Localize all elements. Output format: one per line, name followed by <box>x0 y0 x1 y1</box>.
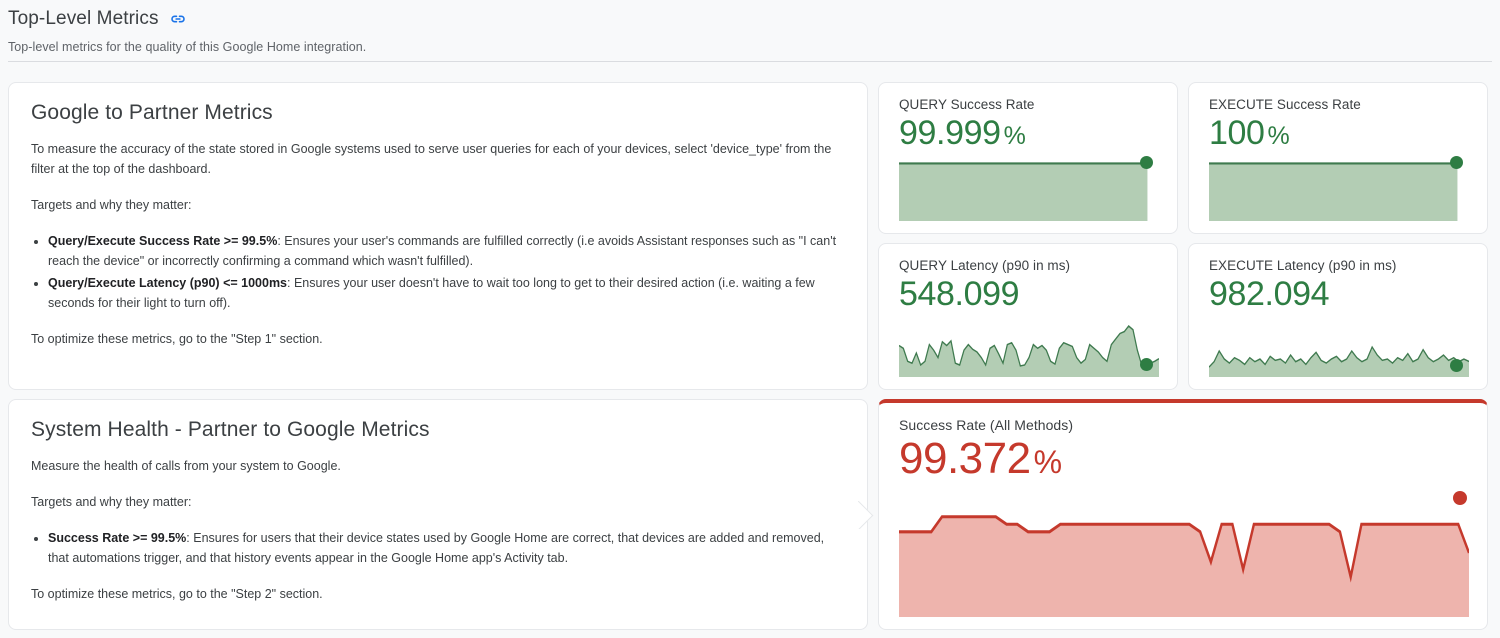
sparkline-query-latency <box>899 318 1159 377</box>
card-system-health-partner-to-google-metrics: System Health - Partner to Google Metric… <box>8 399 868 630</box>
sparkline-latest-dot <box>1450 156 1463 170</box>
sparkline-latest-dot <box>1140 358 1153 371</box>
bullet-rest: : Ensures your user doesn't have to wait… <box>48 276 815 310</box>
status-badge: Success Rate (All Methods) <box>899 417 1074 433</box>
metric-value: 548.099 <box>899 276 1159 312</box>
metric-tile-query-latency[interactable]: QUERY Latency (p90 in ms) 548.099 <box>878 243 1178 390</box>
sparkline-svg <box>899 514 1469 617</box>
list-item: Success Rate >= 99.5%: Ensures for users… <box>48 528 845 568</box>
metric-value: 982.094 <box>1209 276 1469 312</box>
sparkline-svg <box>899 162 1148 221</box>
page-header: Top-Level Metrics Top-level metrics for … <box>0 0 1500 66</box>
metric-number: 548.099 <box>899 275 1020 313</box>
bullet-rest: : Ensures your user's commands are fulfi… <box>48 234 837 268</box>
sparkline-query-success <box>899 156 1159 221</box>
card-title: Google to Partner Metrics <box>31 101 273 124</box>
card-bullet-list: Query/Execute Success Rate >= 99.5%: Ens… <box>31 231 845 313</box>
sparkline-execute-latency <box>1209 318 1469 377</box>
sparkline-series <box>899 325 1159 377</box>
header-divider <box>8 61 1492 62</box>
metric-number: 100 <box>1209 114 1265 152</box>
metric-tile-execute-latency[interactable]: EXECUTE Latency (p90 in ms) 982.094 <box>1188 243 1488 390</box>
metric-value: 99.372% <box>899 434 1469 483</box>
sparkline-series <box>1209 345 1469 377</box>
sparkline-area <box>1209 163 1458 221</box>
metric-number: 99.372 <box>899 434 1031 483</box>
card-intro-text: Measure the health of calls from your sy… <box>31 459 341 473</box>
sparkline-latest-dot <box>1450 359 1463 372</box>
sparkline-svg <box>1209 162 1458 221</box>
link-icon[interactable] <box>169 10 187 28</box>
status-badge: QUERY Success Rate <box>899 97 1035 112</box>
sparkline-latest-dot <box>1140 156 1153 170</box>
sparkline-svg <box>1209 345 1469 377</box>
metric-unit: % <box>1033 444 1063 480</box>
metric-tile-query-success-rate[interactable]: QUERY Success Rate 99.999% <box>878 82 1178 234</box>
card-targets-label: Targets and why they matter: <box>31 495 192 509</box>
card-footer-text: To optimize these metrics, go to the "St… <box>31 587 323 601</box>
card-intro-text: To measure the accuracy of the state sto… <box>31 142 832 176</box>
card-title: System Health - Partner to Google Metric… <box>31 418 430 441</box>
metric-unit: % <box>1003 122 1026 150</box>
status-badge: EXECUTE Latency (p90 in ms) <box>1209 258 1397 273</box>
card-footer-text: To optimize these metrics, go to the "St… <box>31 332 323 346</box>
status-badge: EXECUTE Success Rate <box>1209 97 1361 112</box>
metric-tile-execute-success-rate[interactable]: EXECUTE Success Rate 100% <box>1188 82 1488 234</box>
card-targets-label: Targets and why they matter: <box>31 198 192 212</box>
header-title-row: Top-Level Metrics <box>8 4 1488 34</box>
metric-unit: % <box>1267 122 1290 150</box>
callout-pointer <box>858 501 878 529</box>
metric-value: 99.999% <box>899 115 1159 151</box>
card-bullet-list: Success Rate >= 99.5%: Ensures for users… <box>31 528 845 568</box>
status-badge: QUERY Latency (p90 in ms) <box>899 258 1071 273</box>
sparkline-series <box>899 514 1469 617</box>
sparkline-latest-dot <box>1453 490 1467 505</box>
metric-number: 982.094 <box>1209 275 1330 313</box>
bullet-lead: Success Rate >= 99.5% <box>48 531 187 545</box>
bullet-lead: Query/Execute Success Rate >= 99.5% <box>48 234 278 248</box>
sparkline-svg <box>899 325 1159 377</box>
sparkline-area <box>899 163 1148 221</box>
bullet-rest: : Ensures for users that their device st… <box>48 531 825 565</box>
sparkline-success-all <box>899 489 1469 617</box>
list-item: Query/Execute Success Rate >= 99.5%: Ens… <box>48 231 845 271</box>
metric-number: 99.999 <box>899 114 1001 152</box>
card-google-to-partner-metrics: Google to Partner Metrics To measure the… <box>8 82 868 390</box>
metric-tile-success-rate-all-methods[interactable]: Success Rate (All Methods) 99.372% <box>878 399 1488 630</box>
page-title: Top-Level Metrics <box>8 8 159 29</box>
list-item: Query/Execute Latency (p90) <= 1000ms: E… <box>48 273 845 313</box>
bullet-lead: Query/Execute Latency (p90) <= 1000ms <box>48 276 288 290</box>
sparkline-execute-success <box>1209 156 1469 221</box>
metric-value: 100% <box>1209 115 1469 151</box>
page-subtitle: Top-level metrics for the quality of thi… <box>8 40 367 54</box>
